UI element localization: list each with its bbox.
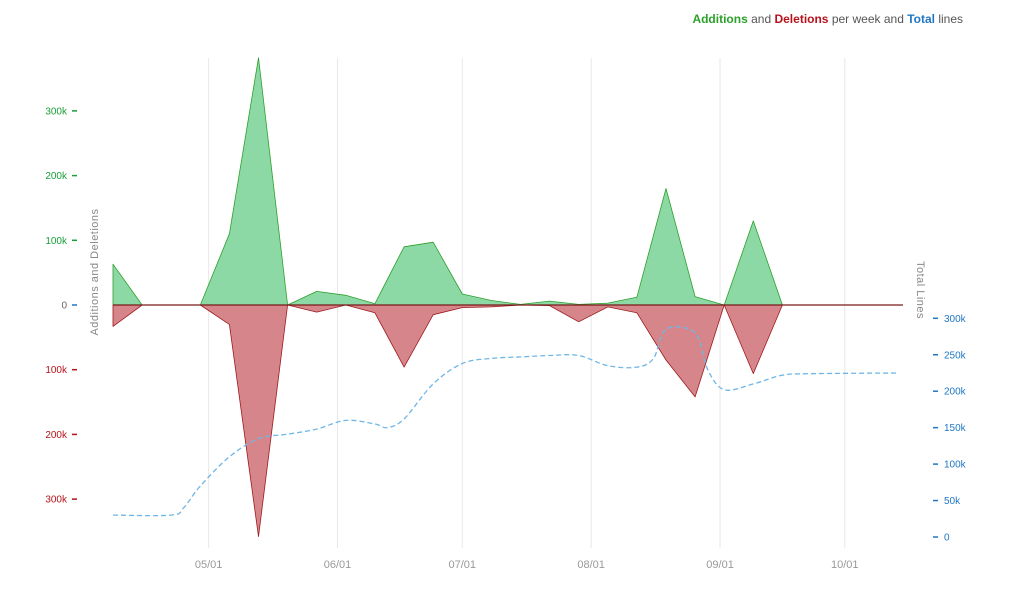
legend-lines: lines	[934, 12, 963, 26]
right-axis-tick-label: 200k	[944, 387, 967, 398]
right-axis: 300k 250k 200k 150k 100k 50k 0	[933, 314, 967, 544]
left-axis-tick-label: 200k	[45, 430, 68, 441]
deletions-area	[112, 304, 900, 537]
right-axis-tick-label: 50k	[944, 496, 961, 507]
left-axis-tick-label: 300k	[45, 495, 68, 506]
legend-total: Total	[907, 12, 935, 26]
legend-additions: Additions	[692, 12, 748, 26]
x-tick-label: 06/01	[324, 559, 352, 571]
right-axis-tick-label: 250k	[944, 350, 967, 361]
y-axis-label: Additions and Deletions	[89, 208, 101, 335]
legend-and: and	[747, 12, 775, 26]
x-tick-label: 07/01	[448, 559, 476, 571]
right-axis-tick-label: 0	[944, 533, 950, 544]
legend-per-week-and: per week and	[828, 12, 908, 26]
x-tick-label: 10/01	[831, 559, 859, 571]
y2-axis-label: Total Lines	[914, 261, 926, 319]
x-tick-label: 08/01	[577, 559, 605, 571]
legend-deletions: Deletions	[774, 12, 829, 26]
chart-legend-title: Additions and Deletions per week and Tot…	[692, 12, 963, 26]
right-axis-tick-label: 300k	[944, 314, 967, 325]
additions-area	[112, 57, 900, 306]
left-axis-tick-label: 100k	[45, 236, 68, 247]
left-axis-tick-label: 100k	[45, 365, 68, 376]
x-axis: 05/01 06/01 07/01 08/01 09/01 10/01	[195, 559, 859, 571]
area-layer	[112, 57, 903, 537]
x-tick-label: 09/01	[706, 559, 734, 571]
left-axis-tick-label: 0	[61, 301, 67, 312]
total-lines-curve	[112, 326, 899, 517]
left-axis-tick-label: 300k	[45, 106, 68, 117]
left-axis-tick-label: 200k	[45, 171, 68, 182]
x-tick-label: 05/01	[195, 559, 223, 571]
total-line-layer	[112, 326, 899, 517]
left-axis: 300k 200k 100k 0 100k 200k 300k	[45, 106, 77, 506]
right-axis-tick-label: 100k	[944, 460, 967, 471]
right-axis-tick-label: 150k	[944, 423, 967, 434]
